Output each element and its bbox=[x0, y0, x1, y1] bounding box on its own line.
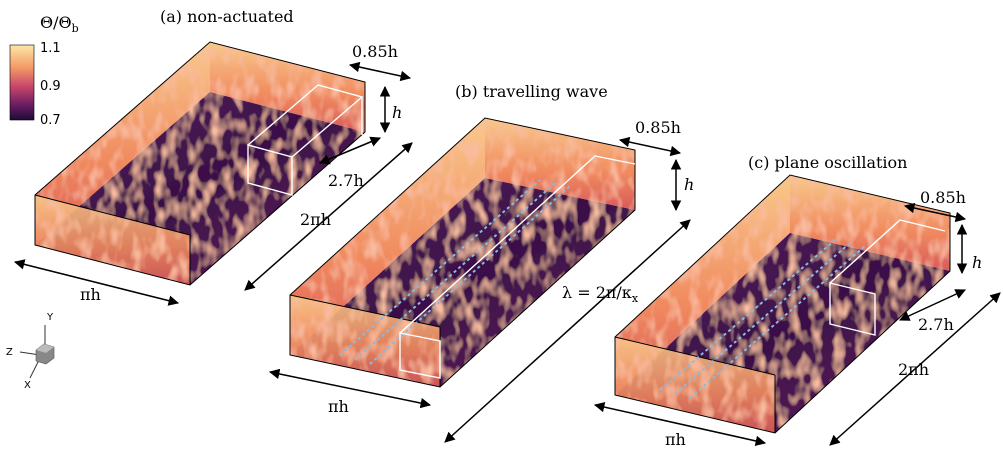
box-b bbox=[290, 118, 635, 387]
colorbar-tick: 0.9 bbox=[40, 79, 61, 94]
dim-label: πh bbox=[665, 430, 686, 449]
dim-label: h bbox=[684, 175, 694, 194]
colorbar-tick: 1.1 bbox=[40, 41, 61, 56]
colorbar bbox=[10, 45, 34, 120]
dim-label: 2.7h bbox=[918, 315, 954, 334]
colorbar-title: Θ/Θb bbox=[40, 13, 79, 35]
figure: Θ/Θb 1.1 0.9 0.7 (a) non-actuated 0.85h … bbox=[0, 0, 1003, 455]
axis-label: X bbox=[24, 380, 31, 391]
colorbar-tick: 0.7 bbox=[40, 113, 61, 128]
dim-label: 2πh bbox=[898, 360, 929, 379]
panel-label: (c) plane oscillation bbox=[748, 153, 907, 172]
dim-arrow bbox=[350, 65, 410, 78]
dim-label: 0.85h bbox=[352, 42, 398, 61]
dim-label: h bbox=[392, 103, 402, 122]
panel-label: (a) non-actuated bbox=[160, 7, 294, 26]
panel-label: (b) travelling wave bbox=[455, 82, 608, 101]
dim-label: 0.85h bbox=[635, 118, 681, 137]
dim-label: 2πh bbox=[300, 210, 331, 229]
box-c bbox=[615, 175, 950, 433]
dim-label: 2.7h bbox=[328, 171, 364, 190]
dim-label: πh bbox=[328, 397, 349, 416]
dim-label: 0.85h bbox=[920, 188, 966, 207]
axis-label: Z bbox=[6, 347, 13, 358]
box-a bbox=[35, 42, 365, 285]
dim-label: h bbox=[972, 253, 982, 272]
dim-label: λ = 2π/κx bbox=[562, 283, 639, 305]
dim-label: πh bbox=[80, 285, 101, 304]
axis-label: Y bbox=[46, 312, 54, 323]
axis-triad bbox=[20, 325, 54, 378]
